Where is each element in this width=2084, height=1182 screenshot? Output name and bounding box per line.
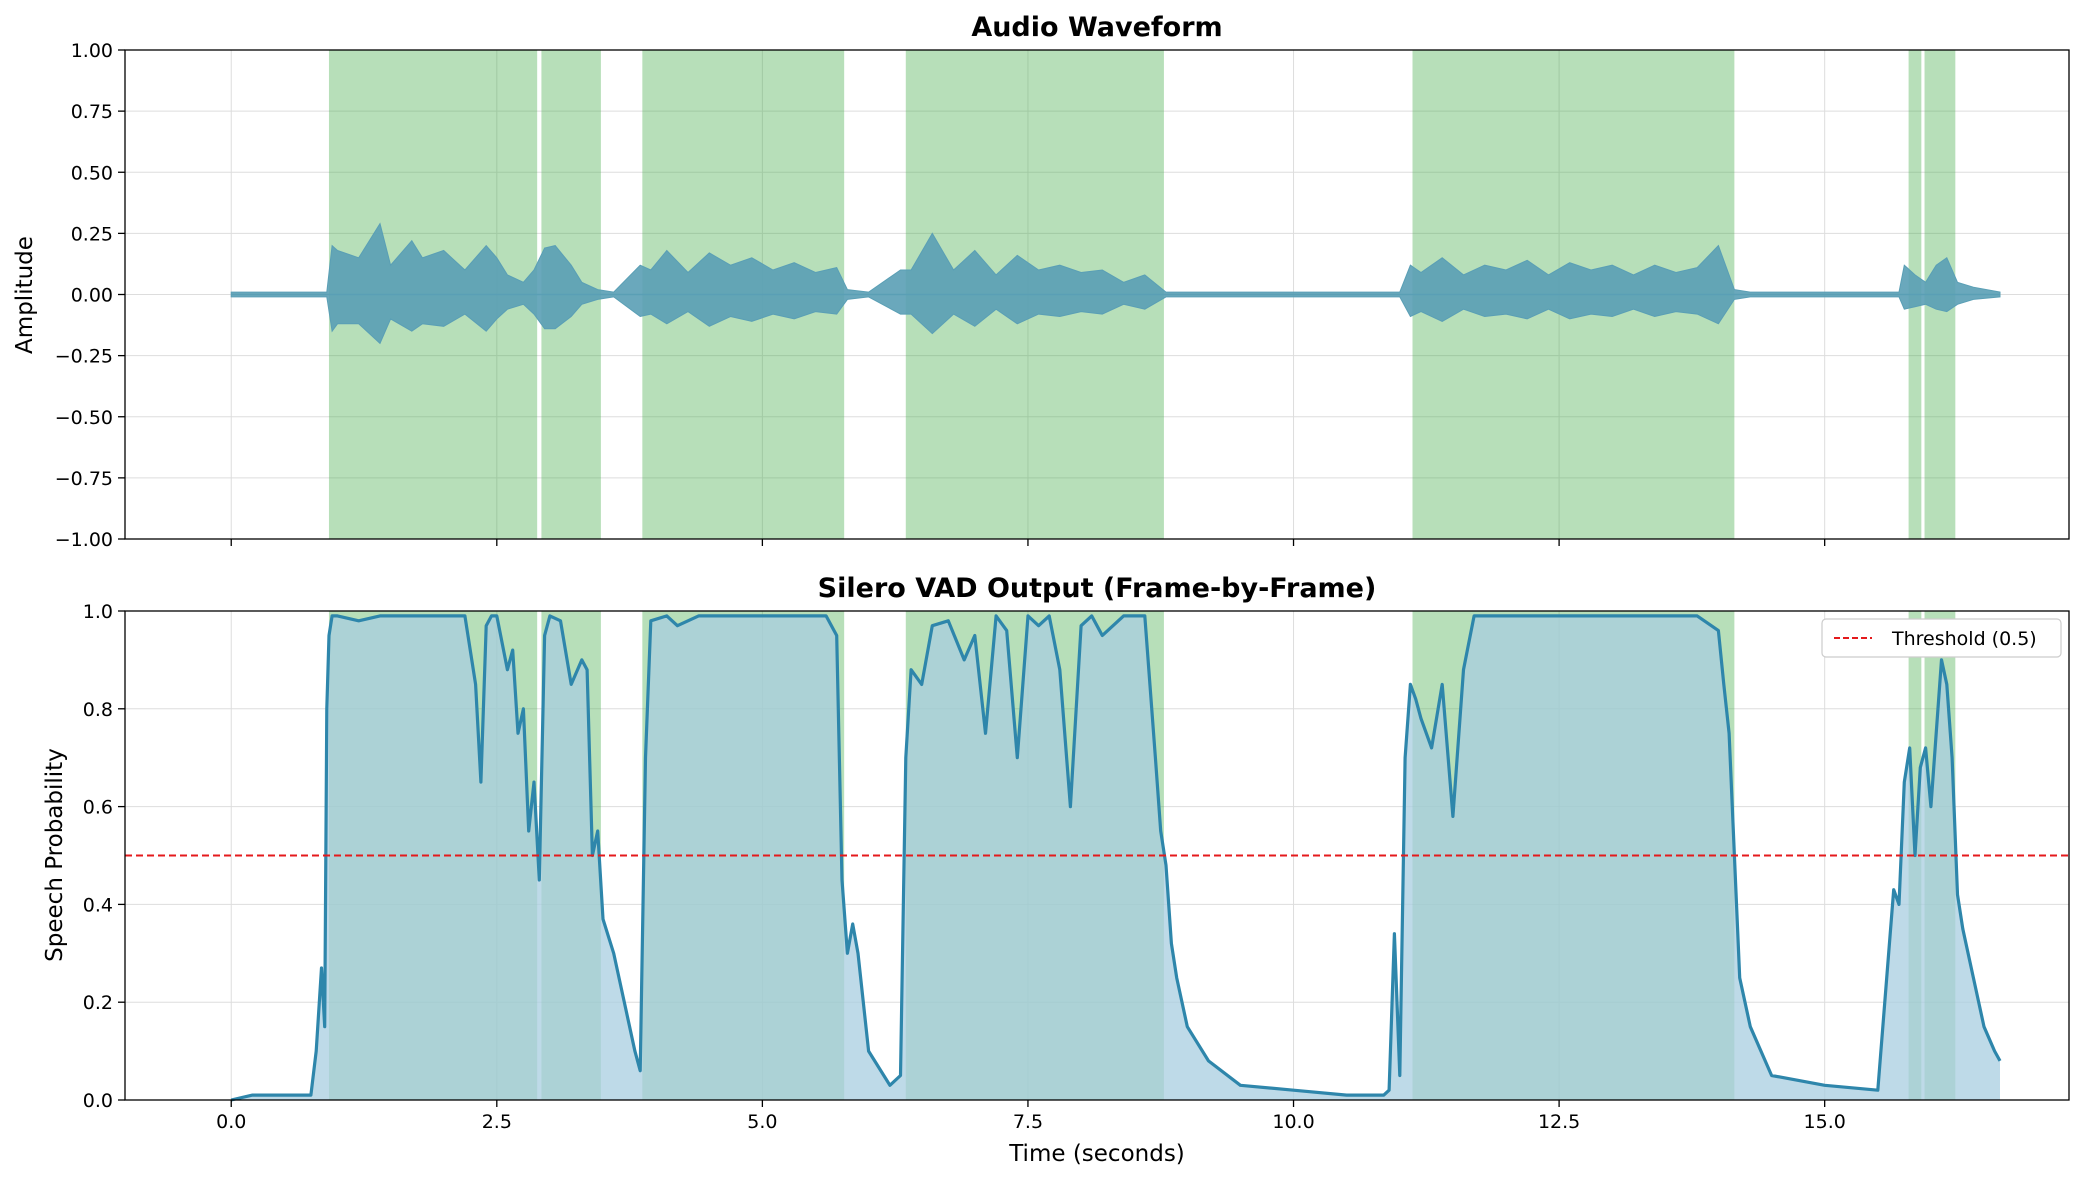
y-tick-label: 0.50 xyxy=(71,162,113,184)
vad-y-ticks: 1.0 0.8 0.6 0.4 0.2 0.0 xyxy=(83,601,125,1112)
y-tick-label: −0.25 xyxy=(55,346,113,368)
waveform-x-ticks xyxy=(230,539,1826,546)
y-tick-label: −0.50 xyxy=(55,407,113,429)
vad-ylabel: Speech Probability xyxy=(42,748,68,962)
waveform-title: Audio Waveform xyxy=(971,12,1222,43)
x-tick-label: 2.5 xyxy=(482,1111,512,1133)
vad-xlabel: Time (seconds) xyxy=(1008,1141,1185,1167)
x-tick-label: 10.0 xyxy=(1272,1111,1314,1133)
y-tick-label: 0.2 xyxy=(83,992,113,1014)
y-tick-label: 0.6 xyxy=(83,797,113,819)
x-tick-label: 15.0 xyxy=(1804,1111,1846,1133)
vad-title: Silero VAD Output (Frame-by-Frame) xyxy=(818,573,1377,604)
x-tick-label: 0.0 xyxy=(216,1111,246,1133)
x-tick-label: 7.5 xyxy=(1013,1111,1043,1133)
y-tick-label: 0.0 xyxy=(83,1090,113,1112)
vad-panel: Silero VAD Output (Frame-by-Frame) 1.0 0.… xyxy=(42,573,2070,1167)
legend-threshold-label: Threshold (0.5) xyxy=(1891,628,2037,650)
y-tick-label: 1.0 xyxy=(83,601,113,623)
vad-frame xyxy=(124,610,2070,1101)
y-tick-label: 1.00 xyxy=(71,40,113,62)
x-tick-label: 12.5 xyxy=(1538,1111,1580,1133)
vad-probability xyxy=(230,614,2002,1102)
waveform-y-ticks: 1.00 0.75 0.50 0.25 0.00 −0.25 −0.50 −0.75 −1.00 xyxy=(55,40,125,551)
vad-legend: Threshold (0.5) xyxy=(1821,618,2062,658)
vad-x-ticks: 0.0 2.5 5.0 7.5 10.0 12.5 15.0 xyxy=(216,1100,1846,1133)
y-tick-label: 0.75 xyxy=(71,101,113,123)
y-tick-label: 0.25 xyxy=(71,223,113,245)
y-tick-label: 0.00 xyxy=(71,285,113,307)
probability-area xyxy=(231,615,2001,1100)
legend-box xyxy=(1821,618,2062,658)
y-tick-label: −0.75 xyxy=(55,468,113,490)
waveform-signal xyxy=(230,222,2001,345)
waveform-ylabel: Amplitude xyxy=(12,236,38,354)
waveform-panel: Audio Waveform 1.00 0.75 0.50 0.25 0.00 −0.25… xyxy=(12,12,2070,551)
x-tick-label: 5.0 xyxy=(747,1111,777,1133)
y-tick-label: 0.4 xyxy=(83,894,113,916)
waveform-envelope xyxy=(230,222,2001,345)
y-tick-label: 0.8 xyxy=(83,699,113,721)
y-tick-label: −1.00 xyxy=(55,529,113,551)
